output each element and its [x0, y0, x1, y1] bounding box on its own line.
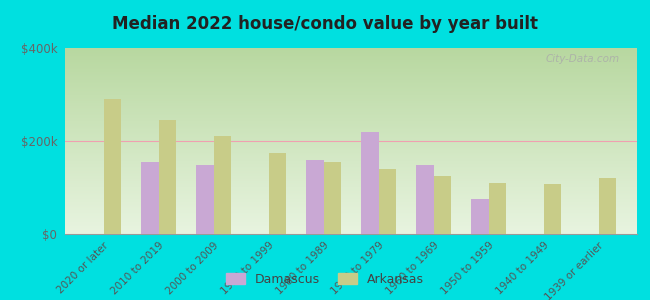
Bar: [599, 178, 616, 234]
Text: City-Data.com: City-Data.com: [546, 54, 620, 64]
Bar: [306, 160, 324, 234]
Bar: [196, 165, 213, 234]
Bar: [434, 176, 451, 234]
Legend: Damascus, Arkansas: Damascus, Arkansas: [221, 268, 429, 291]
Text: Median 2022 house/condo value by year built: Median 2022 house/condo value by year bu…: [112, 15, 538, 33]
Bar: [324, 162, 341, 234]
Bar: [489, 183, 506, 234]
Bar: [103, 99, 121, 234]
Bar: [141, 162, 159, 234]
Bar: [378, 169, 396, 234]
Bar: [213, 136, 231, 234]
Bar: [159, 120, 176, 234]
Bar: [268, 153, 286, 234]
Bar: [471, 199, 489, 234]
Bar: [416, 165, 434, 234]
Bar: [543, 184, 561, 234]
Bar: [361, 132, 378, 234]
